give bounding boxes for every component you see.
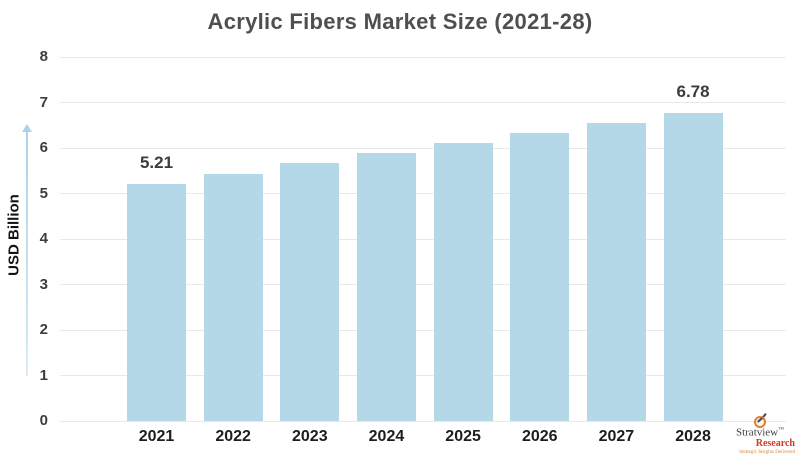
bar-value-label: 5.21	[139, 152, 174, 172]
grid-line	[60, 147, 786, 149]
bar	[586, 122, 646, 421]
y-axis-arrow-icon	[22, 124, 32, 132]
grid-line	[60, 193, 786, 194]
grid-line	[60, 329, 786, 331]
grid-line	[60, 375, 786, 376]
x-tick-label: 2022	[215, 428, 251, 445]
bar	[356, 153, 416, 421]
bar	[203, 173, 263, 421]
bar	[433, 143, 493, 421]
x-tick-label: 2026	[521, 428, 558, 445]
x-tick-label: 2028	[675, 428, 711, 445]
bar	[127, 183, 186, 421]
grid-line	[60, 284, 786, 285]
bar-value-label: 6.78	[676, 81, 710, 101]
grid-line	[60, 420, 786, 422]
magnifier-icon	[754, 413, 767, 429]
y-tick-label: 3	[39, 275, 48, 293]
bar	[280, 163, 340, 421]
logo-tagline: Strategic Insights Delivered	[739, 449, 795, 455]
y-tick-label: 6	[39, 139, 48, 156]
y-tick-label: 4	[39, 230, 48, 247]
y-tick-label: 8	[39, 48, 48, 65]
bar	[663, 112, 723, 421]
logo-sub-text: Research	[755, 438, 795, 450]
plot-area: 5.21 6.78	[60, 56, 786, 422]
x-tick-label: 2027	[598, 428, 635, 445]
logo-brand-text: Stratview™	[735, 426, 785, 439]
bar	[510, 133, 570, 421]
x-tick-label: 2025	[445, 428, 481, 445]
grid-line	[60, 238, 786, 240]
grid-line	[60, 102, 786, 103]
y-tick-label: 1	[39, 366, 48, 384]
chart-title: Acrylic Fibers Market Size (2021-28)	[207, 9, 593, 34]
trademark-symbol: ™	[778, 427, 785, 434]
x-tick-label: 2023	[292, 428, 328, 445]
x-tick-label: 2024	[368, 428, 405, 445]
stratview-research-logo: Stratview™ Research Strategic Insights D…	[723, 413, 797, 455]
y-tick-label: 2	[39, 321, 48, 338]
y-axis-arrow-line	[26, 131, 28, 376]
y-tick-label: 7	[39, 93, 48, 111]
x-tick-label: 2021	[138, 428, 175, 445]
grid-line	[60, 56, 786, 58]
y-tick-label: 0	[39, 412, 48, 429]
y-tick-label: 5	[39, 184, 48, 202]
